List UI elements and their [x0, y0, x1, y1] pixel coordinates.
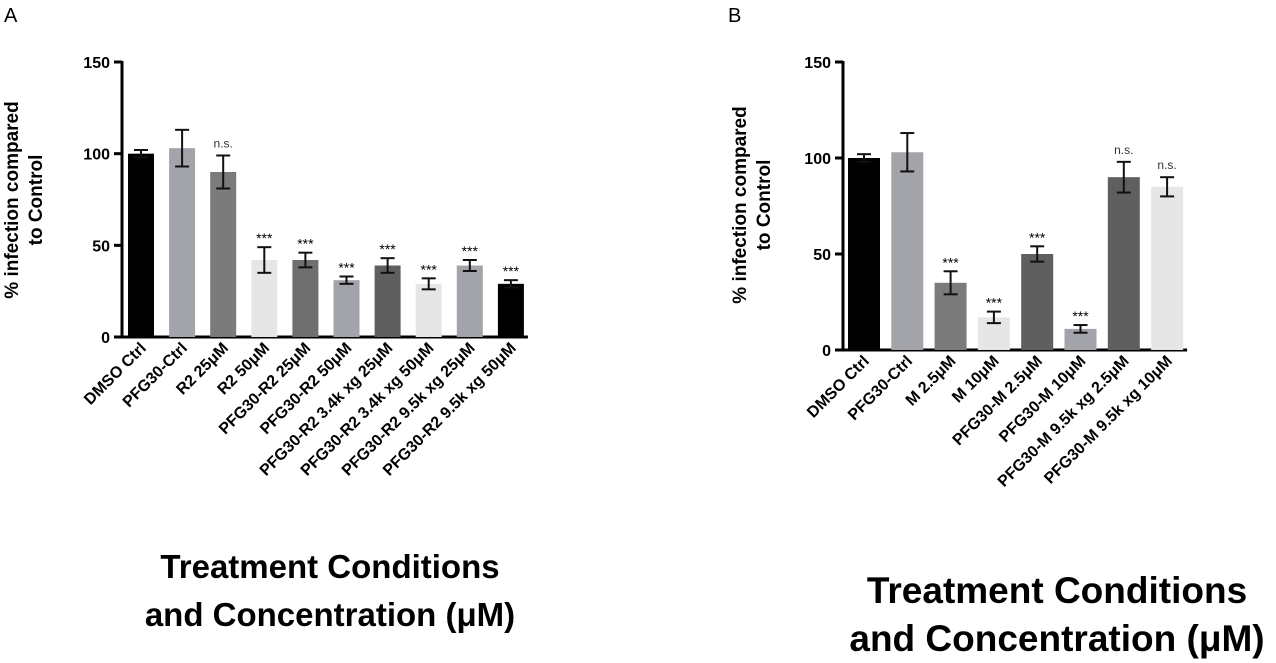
- y-tick-label: 0: [101, 330, 110, 347]
- panel-label: B: [728, 5, 741, 27]
- significance-label: ***: [503, 263, 520, 279]
- significance-label: ***: [379, 241, 396, 257]
- significance-label: n.s.: [214, 137, 233, 151]
- bar: [374, 265, 401, 337]
- significance-label: ***: [942, 254, 959, 270]
- y-tick-label: 50: [813, 247, 831, 264]
- y-tick-label: 150: [804, 55, 831, 72]
- x-axis-label: and Concentration (μM): [849, 618, 1264, 659]
- bar: [128, 153, 154, 337]
- bar: [415, 283, 442, 337]
- significance-label: n.s.: [1157, 158, 1176, 172]
- y-axis-label: to Control: [754, 160, 775, 251]
- y-tick-label: 100: [83, 147, 110, 164]
- panel-b: B 0 50 100 150 % infection compared to Control…: [728, 5, 1265, 659]
- y-axis-label: % infection compared: [2, 101, 23, 298]
- significance-label: ***: [462, 243, 479, 259]
- bar: [333, 280, 360, 337]
- bar: [169, 148, 196, 337]
- bar: [497, 283, 524, 337]
- y-tick-label: 150: [83, 55, 110, 72]
- bar: [456, 265, 483, 337]
- x-axis-label: Treatment Conditions: [160, 548, 499, 585]
- significance-label: n.s.: [1114, 143, 1133, 157]
- significance-label: ***: [1072, 308, 1089, 324]
- bar: [848, 158, 880, 350]
- significance-label: ***: [421, 261, 438, 277]
- y-tick-label: 100: [804, 151, 831, 168]
- bar: [210, 172, 237, 337]
- bar: [1107, 177, 1140, 350]
- bar: [1021, 254, 1054, 350]
- significance-label: ***: [986, 295, 1003, 311]
- significance-label: ***: [256, 230, 273, 246]
- y-tick-label: 50: [92, 238, 110, 255]
- y-axis-label: to Control: [26, 155, 47, 246]
- bar: [1151, 186, 1184, 350]
- x-axis-label: and Concentration (μM): [145, 596, 515, 633]
- bar: [292, 260, 319, 337]
- bar: [1064, 328, 1097, 350]
- bar: [891, 152, 924, 350]
- significance-label: ***: [1029, 229, 1046, 245]
- panel-label: A: [4, 5, 18, 27]
- y-axis-label: % infection compared: [730, 106, 751, 303]
- y-tick-label: 0: [822, 343, 831, 360]
- x-axis-label: Treatment Conditions: [867, 570, 1247, 611]
- panel-a: A 0 50 100 150 % infection compared to Control…: [2, 5, 528, 633]
- significance-label: ***: [338, 260, 355, 276]
- significance-label: ***: [297, 236, 314, 252]
